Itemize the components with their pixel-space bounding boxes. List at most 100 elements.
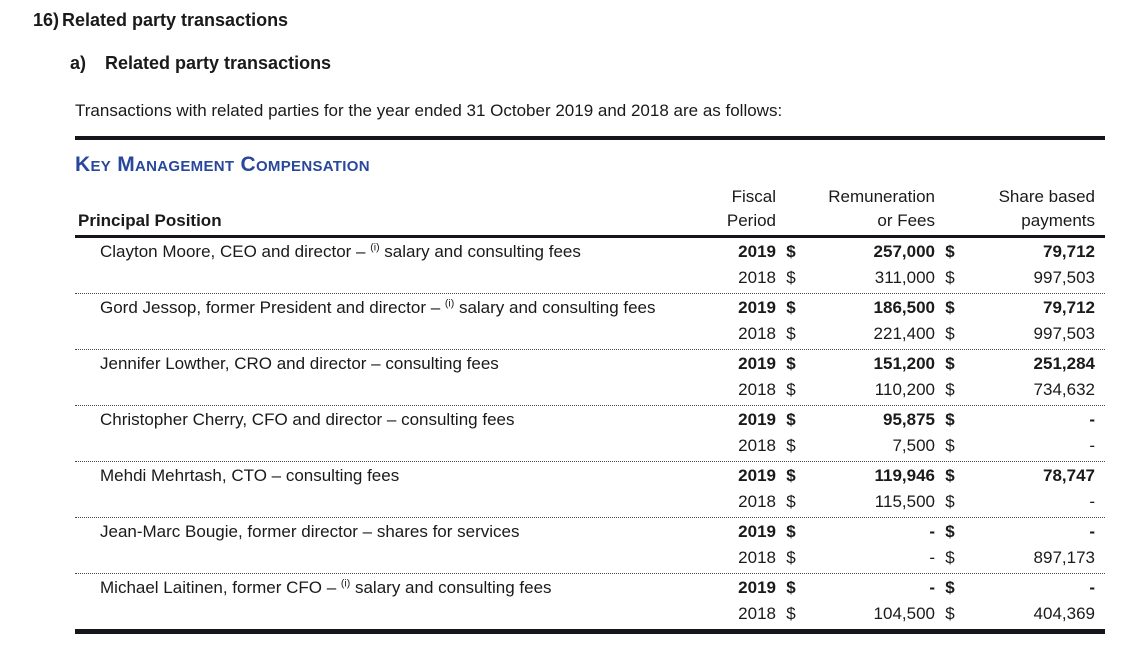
share-payments-cell: - (1089, 410, 1095, 429)
fiscal-period-cell: 2018 (738, 324, 776, 343)
column-header-remuneration: Remuneration or Fees (806, 185, 935, 233)
remuneration-cell: 110,200 (874, 380, 935, 399)
currency-symbol: $ (786, 268, 796, 287)
column-header-fiscal-period: Fiscal Period (700, 185, 776, 233)
table-row: Jennifer Lowther, CRO and director – con… (75, 349, 1105, 405)
intro-paragraph: Transactions with related parties for th… (75, 101, 783, 120)
year-line: 2018 $221,400 $997,503 (700, 321, 1095, 347)
currency-symbol: $ (945, 436, 955, 455)
remuneration-cell: 119,946 (874, 466, 935, 485)
position-cell: Christopher Cherry, CFO and director – c… (100, 410, 515, 429)
share-payments-cell: 251,284 (1033, 354, 1095, 373)
year-line: 2019 $186,500 $79,712 (700, 295, 1095, 321)
column-header-line: Remuneration (828, 187, 935, 206)
share-payments-cell: 897,173 (1033, 548, 1095, 567)
table-row: Gord Jessop, former President and direct… (75, 293, 1105, 349)
remuneration-cell: 186,500 (873, 298, 935, 317)
fiscal-period-cell: 2019 (738, 242, 776, 261)
currency-symbol: $ (945, 522, 955, 541)
year-lines: 2019 $95,875 $ - 2018 $7,500 $ - (700, 407, 1095, 459)
year-line: 2019 $ - $ - (700, 519, 1095, 545)
currency-symbol: $ (945, 492, 955, 511)
year-lines: 2019 $119,946 $78,747 2018 $115,500 $ - (700, 463, 1095, 515)
share-payments-cell: 997,503 (1033, 268, 1095, 287)
share-payments-cell: 404,369 (1033, 604, 1095, 623)
table-title: Key Management Compensation (75, 153, 370, 176)
currency-symbol: $ (945, 268, 955, 287)
currency-symbol: $ (786, 466, 796, 485)
remuneration-cell: 311,000 (874, 268, 935, 287)
share-payments-cell: - (1089, 522, 1095, 541)
year-line: 2019 $257,000 $79,712 (700, 239, 1095, 265)
column-header-line: or Fees (877, 211, 935, 230)
remuneration-cell: - (929, 548, 935, 567)
currency-symbol: $ (945, 324, 955, 343)
fiscal-period-cell: 2019 (738, 578, 776, 597)
remuneration-cell: 95,875 (883, 410, 935, 429)
table-top-rule (75, 136, 1105, 140)
column-header-line: Fiscal (731, 187, 776, 206)
table-row: Christopher Cherry, CFO and director – c… (75, 405, 1105, 461)
currency-symbol: $ (786, 242, 796, 261)
remuneration-cell: - (929, 522, 935, 541)
year-lines: 2019 $ - $ -2018 $104,500 $404,369 (700, 575, 1095, 627)
remuneration-cell: 151,200 (873, 354, 935, 373)
currency-symbol: $ (786, 604, 796, 623)
fiscal-period-cell: 2018 (738, 380, 776, 399)
footnote-marker: (i) (340, 577, 351, 590)
currency-symbol: $ (786, 298, 796, 317)
fiscal-period-cell: 2019 (738, 298, 776, 317)
year-line: 2018 $7,500 $ - (700, 433, 1095, 459)
year-line: 2018 $104,500 $404,369 (700, 601, 1095, 627)
currency-symbol: $ (945, 242, 955, 261)
share-payments-cell: 79,712 (1043, 298, 1095, 317)
subsection-title: Related party transactions (105, 53, 332, 73)
year-lines: 2019 $151,200 $251,284 2018 $110,200 $734,632 (700, 351, 1095, 403)
currency-symbol: $ (786, 522, 796, 541)
currency-symbol: $ (945, 354, 955, 373)
year-line: 2019 $119,946 $78,747 (700, 463, 1095, 489)
table-header-row: Principal Position Fiscal Period Remuner… (75, 185, 1105, 238)
column-header-line: payments (1021, 211, 1095, 230)
share-payments-cell: 78,747 (1043, 466, 1095, 485)
footnote-marker: (i) (370, 241, 380, 254)
currency-symbol: $ (786, 436, 796, 455)
remuneration-cell: 115,500 (874, 492, 935, 511)
remuneration-cell: - (929, 578, 935, 597)
position-cell: Jean-Marc Bougie, former director – shar… (100, 522, 520, 541)
section-heading: 16) Related party transactions (33, 0, 1121, 32)
year-line: 2018 $115,500 $ - (700, 489, 1095, 515)
section-title: Related party transactions (62, 10, 289, 30)
table-row: Clayton Moore, CEO and director – (i) sa… (75, 238, 1105, 293)
year-line: 2019 $ - $ - (700, 575, 1095, 601)
year-line: 2019 $95,875 $ - (700, 407, 1095, 433)
currency-symbol: $ (945, 578, 955, 597)
share-payments-cell: - (1089, 436, 1095, 455)
currency-symbol: $ (786, 380, 796, 399)
section-number: 16) (33, 10, 60, 30)
subsection-letter: a) (70, 53, 87, 73)
currency-symbol: $ (786, 548, 796, 567)
fiscal-period-cell: 2018 (738, 548, 776, 567)
fiscal-period-cell: 2018 (738, 268, 776, 287)
share-payments-cell: - (1089, 492, 1095, 511)
year-line: 2018 $110,200 $734,632 (700, 377, 1095, 403)
position-cell: Jennifer Lowther, CRO and director – con… (100, 354, 499, 373)
currency-symbol: $ (945, 604, 955, 623)
table-row: Jean-Marc Bougie, former director – shar… (75, 517, 1105, 573)
share-payments-cell: 997,503 (1033, 324, 1095, 343)
column-header-line: Share based (998, 187, 1095, 206)
table-row: Mehdi Mehrtash, CTO – consulting fees 201… (75, 461, 1105, 517)
fiscal-period-cell: 2018 (738, 604, 776, 623)
position-cell: Gord Jessop, former President and direct… (100, 297, 656, 317)
table-body: Clayton Moore, CEO and director – (i) sa… (75, 238, 1105, 629)
remuneration-cell: 104,500 (873, 604, 935, 623)
year-line: 2018 $311,000 $997,503 (700, 265, 1095, 291)
fiscal-period-cell: 2019 (738, 354, 776, 373)
remuneration-cell: 221,400 (873, 324, 935, 343)
position-cell: Michael Laitinen, former CFO – (i) salar… (100, 577, 552, 597)
footnote-marker: (i) (444, 297, 455, 310)
year-lines: 2019 $257,000 $79,712 2018 $311,000 $997,503 (700, 239, 1095, 291)
subsection-heading: a) Related party transactions (70, 51, 1121, 75)
